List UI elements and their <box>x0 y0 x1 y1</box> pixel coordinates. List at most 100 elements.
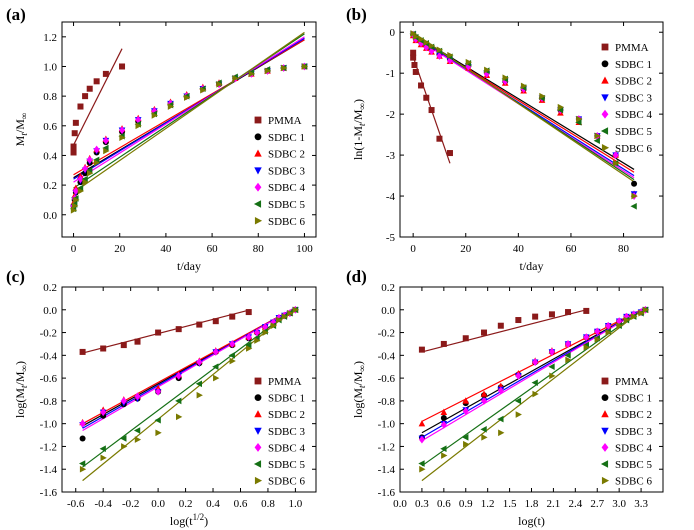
data-point <box>93 159 101 167</box>
data-point <box>594 336 601 343</box>
y-tick-label: -5 <box>386 232 396 244</box>
data-point <box>436 135 443 142</box>
legend: PMMA SDBC 1 SDBC 2 SDBC 3 SDBC 4 SDBC 5 SDBC 6 <box>253 115 305 228</box>
legend-label: SDBC 6 <box>268 476 305 488</box>
y-tick-label: 0.2 <box>43 180 57 192</box>
legend-marker <box>254 476 263 485</box>
data-point <box>100 345 107 352</box>
legend-label: SDBC 1 <box>615 393 652 405</box>
data-point <box>120 435 127 442</box>
data-point <box>548 363 555 371</box>
data-point <box>463 440 470 448</box>
chart-panel-2: (b) 0 20 40 60 80 0 -1 -2 -3 -4 -5 t/day ln(1-Mt/M∞) P… <box>346 5 664 273</box>
legend-marker <box>254 133 262 141</box>
x-tick-label: 0.0 <box>151 498 165 510</box>
data-point <box>565 340 572 348</box>
data-point <box>76 184 84 192</box>
data-point <box>532 390 539 398</box>
legend-marker <box>601 394 609 401</box>
legend-label: SDBC 6 <box>268 216 305 228</box>
data-point <box>440 340 447 347</box>
legend-label: SDBC 5 <box>268 199 305 211</box>
x-tick-label: 0 <box>71 243 77 255</box>
y-tick-label: -0.6 <box>378 373 396 385</box>
legend-marker <box>254 116 262 124</box>
data-point <box>86 155 93 164</box>
data-point <box>79 419 86 428</box>
data-point <box>121 443 128 450</box>
data-point <box>583 344 590 351</box>
data-point <box>462 335 469 342</box>
data-point <box>565 356 572 364</box>
data-point <box>465 58 472 66</box>
y-tick-label: -2 <box>386 109 395 121</box>
legend-label: SDBC 2 <box>268 149 305 161</box>
data-point <box>183 94 191 101</box>
data-point <box>410 54 417 61</box>
data-point <box>155 387 162 396</box>
legend-marker <box>254 377 262 385</box>
data-point <box>73 196 80 204</box>
data-point <box>135 115 142 124</box>
data-point <box>264 67 272 75</box>
data-point <box>196 358 203 367</box>
data-point <box>462 407 469 416</box>
x-axis-label: log(t1/2) <box>170 512 208 528</box>
data-point <box>212 363 219 371</box>
data-point <box>481 434 488 441</box>
x-tick-label: 80 <box>618 243 630 255</box>
legend: PMMA SDBC 1 SDBC 2 SDBC 3 SDBC 4 SDBC 5 SDBC 6 <box>600 376 652 488</box>
data-point <box>82 178 89 186</box>
fit-line <box>73 31 305 194</box>
data-point <box>612 159 620 167</box>
y-axis-label: log(Mt/M∞) <box>13 361 29 418</box>
x-axis-label: t/day <box>177 259 201 273</box>
data-point <box>423 39 430 46</box>
y-axis-label-group: Mt/M∞ <box>13 113 29 147</box>
x-tick-label: 0.9 <box>459 498 473 510</box>
legend-marker <box>601 109 609 119</box>
y-axis-label-group: log(Mt/M∞) <box>351 361 367 418</box>
data-point <box>418 35 425 43</box>
data-point <box>594 132 601 140</box>
fit-line <box>82 306 296 432</box>
data-point <box>418 346 425 353</box>
data-point <box>276 316 283 324</box>
data-point <box>287 309 294 317</box>
data-point <box>245 341 252 349</box>
y-tick-label: -4 <box>386 191 396 203</box>
x-tick-label: 40 <box>160 243 172 255</box>
data-point <box>418 460 425 467</box>
data-point <box>428 42 436 50</box>
x-tick-label: 2.7 <box>590 498 604 510</box>
legend-label: SDBC 3 <box>268 165 305 177</box>
data-point <box>134 392 141 401</box>
data-point <box>447 51 454 59</box>
legend-marker <box>254 217 263 225</box>
data-point <box>413 33 420 41</box>
data-point <box>119 126 126 135</box>
legend-label: SDBC 4 <box>268 442 305 454</box>
y-tick-label: 0 <box>390 27 396 39</box>
x-tick-label: 0.8 <box>261 498 275 510</box>
data-point <box>175 371 182 380</box>
x-tick-label: 1.8 <box>525 498 539 510</box>
data-point <box>229 313 236 320</box>
legend-marker <box>601 94 609 102</box>
data-point <box>212 348 219 356</box>
legend-label: SDBC 2 <box>268 409 305 421</box>
legend-label: SDBC 3 <box>268 426 305 438</box>
data-point <box>440 420 447 429</box>
data-point <box>120 396 127 405</box>
y-axis-label: ln(1-Mt/M∞) <box>351 99 367 160</box>
legend-marker <box>601 144 610 152</box>
data-point <box>119 63 126 70</box>
panel-label: (a) <box>6 5 26 24</box>
data-point <box>120 342 127 349</box>
data-point <box>216 80 223 88</box>
y-tick-label: -0.2 <box>378 328 395 340</box>
data-point <box>436 46 444 54</box>
x-tick-label: -0.4 <box>94 498 112 510</box>
legend-marker <box>254 182 262 192</box>
data-point <box>630 202 637 210</box>
